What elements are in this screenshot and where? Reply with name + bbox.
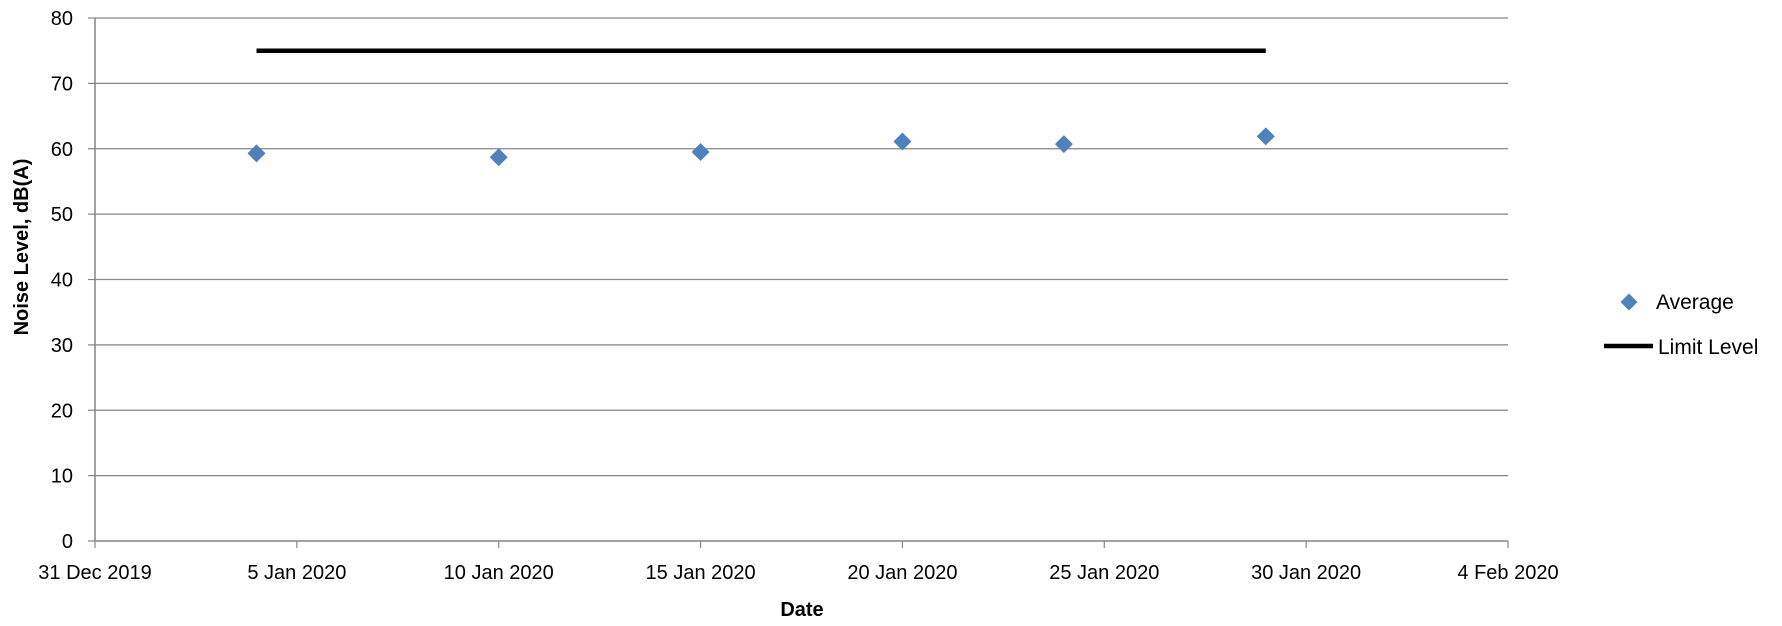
legend-limit-level-label: Limit Level <box>1658 336 1758 359</box>
x-tick-labels: 31 Dec 2019 5 Jan 2020 10 Jan 2020 15 Jan 2… <box>38 562 1558 584</box>
data-point-average-2 <box>691 143 710 162</box>
y-tick-label-80: 80 <box>51 8 73 30</box>
y-tick-label-10: 10 <box>51 466 73 488</box>
legend-average-label: Average <box>1656 291 1734 314</box>
x-tick-label-5: 25 Jan 2020 <box>1049 562 1159 584</box>
x-tick-label-6: 30 Jan 2020 <box>1251 562 1361 584</box>
legend-average-marker <box>1620 293 1638 311</box>
x-tick-label-7: 4 Feb 2020 <box>1457 562 1558 584</box>
y-tick-label-70: 70 <box>51 73 73 95</box>
x-tick-label-1: 5 Jan 2020 <box>247 562 346 584</box>
data-point-average-5 <box>1256 127 1275 146</box>
legend-item-average: Average <box>1620 291 1734 314</box>
y-tick-label-20: 20 <box>51 400 73 422</box>
data-point-average-3 <box>893 132 912 151</box>
gridlines <box>88 17 1509 548</box>
y-tick-label-50: 50 <box>51 204 73 226</box>
legend: Average Limit Level <box>1604 291 1758 359</box>
y-tick-label-60: 60 <box>51 139 73 161</box>
x-tick-label-2: 10 Jan 2020 <box>444 562 554 584</box>
series <box>247 48 1275 167</box>
legend-item-limit-level: Limit Level <box>1604 336 1758 359</box>
axes <box>94 18 1508 542</box>
data-point-average-4 <box>1054 135 1073 154</box>
x-tick-label-4: 20 Jan 2020 <box>847 562 957 584</box>
data-point-average-1 <box>489 148 508 167</box>
x-axis-title: Date <box>780 599 823 621</box>
y-axis-title: Noise Level, dB(A) <box>11 159 33 336</box>
y-tick-labels: 0 10 20 30 40 50 60 70 80 <box>51 8 73 553</box>
data-point-average-0 <box>247 144 266 163</box>
y-tick-label-30: 30 <box>51 335 73 357</box>
x-tick-label-0: 31 Dec 2019 <box>38 562 151 584</box>
x-tick-label-3: 15 Jan 2020 <box>646 562 756 584</box>
y-tick-label-40: 40 <box>51 270 73 292</box>
y-tick-label-0: 0 <box>62 531 73 553</box>
